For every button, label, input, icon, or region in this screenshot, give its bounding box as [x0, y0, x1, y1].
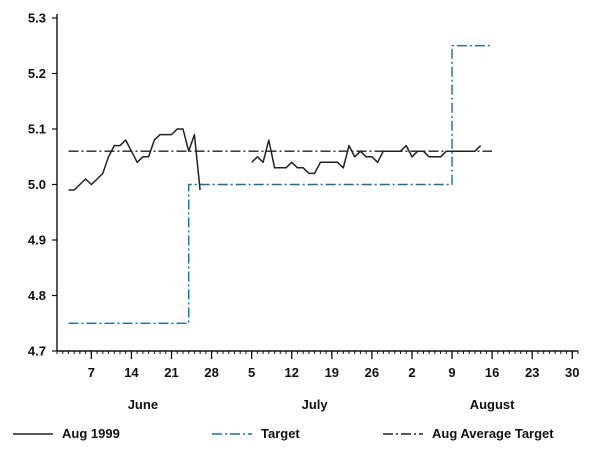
x-tick-label: 21	[164, 365, 178, 380]
y-tick-label: 4.9	[28, 233, 46, 248]
x-tick-label: 12	[285, 365, 299, 380]
x-tick-label: 28	[204, 365, 218, 380]
x-tick-label: 7	[88, 365, 95, 380]
x-tick-label: 26	[365, 365, 379, 380]
month-label: June	[128, 397, 158, 412]
x-tick-label: 2	[408, 365, 415, 380]
y-tick-label: 5.2	[28, 66, 46, 81]
series-line-1	[68, 45, 493, 324]
y-tick-label: 4.8	[28, 288, 46, 303]
month-label: August	[470, 397, 515, 412]
y-tick-label: 5.0	[28, 177, 46, 192]
month-label: July	[302, 397, 329, 412]
x-tick-label: 14	[124, 365, 139, 380]
legend-label: Aug 1999	[62, 426, 120, 441]
legend-label: Aug Average Target	[432, 426, 554, 441]
x-tick-label: 5	[248, 365, 255, 380]
y-tick-label: 5.3	[28, 11, 46, 26]
y-tick-label: 4.7	[28, 344, 46, 359]
x-tick-label: 23	[525, 365, 539, 380]
series-line-0	[251, 139, 482, 175]
x-tick-label: 19	[325, 365, 339, 380]
x-tick-label: 30	[565, 365, 579, 380]
x-tick-label: 9	[448, 365, 455, 380]
x-tick-label: 16	[485, 365, 499, 380]
legend-label: Target	[261, 426, 300, 441]
series-line-0	[68, 128, 201, 191]
y-tick-label: 5.1	[28, 122, 46, 137]
